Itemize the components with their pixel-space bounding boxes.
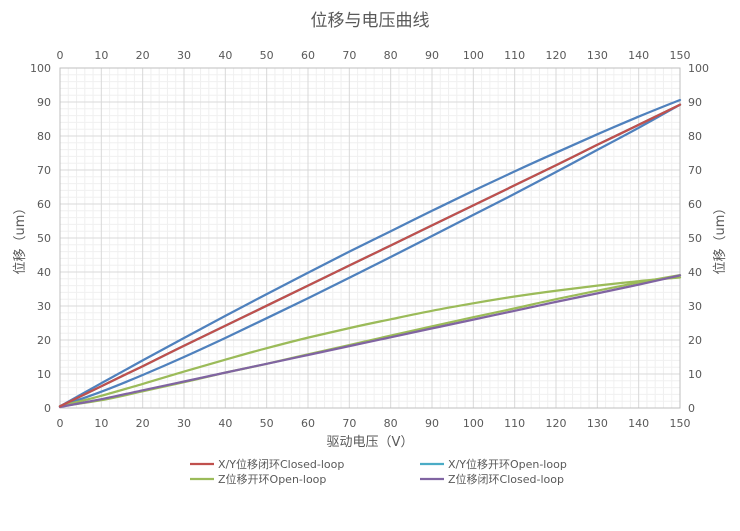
x-tick-label-top: 20 — [136, 49, 150, 62]
y-tick-label-right: 20 — [688, 334, 702, 347]
x-tick-label: 90 — [425, 417, 439, 430]
x-tick-label: 150 — [670, 417, 691, 430]
y-axis-left: 0 10 20 30 40 50 60 70 80 90 100 — [30, 62, 51, 415]
x-tick-label-top: 120 — [546, 49, 567, 62]
x-tick-label-top: 30 — [177, 49, 191, 62]
x-tick-label-top: 50 — [260, 49, 274, 62]
y-tick-label: 30 — [37, 300, 51, 313]
x-tick-label: 60 — [301, 417, 315, 430]
y-tick-label-right: 70 — [688, 164, 702, 177]
x-tick-label: 140 — [628, 417, 649, 430]
y-tick-label: 70 — [37, 164, 51, 177]
x-tick-label-top: 70 — [342, 49, 356, 62]
x-axis-label: 驱动电压（V） — [327, 435, 414, 450]
y-tick-label: 10 — [37, 368, 51, 381]
y-tick-label: 0 — [44, 402, 51, 415]
legend: X/Y位移闭环Closed-loop X/Y位移开环Open-loop Z位移开环O… — [190, 457, 567, 486]
x-tick-label: 100 — [463, 417, 484, 430]
chart-title: 位移与电压曲线 — [311, 11, 430, 31]
x-tick-label-top: 140 — [628, 49, 649, 62]
x-tick-label: 30 — [177, 417, 191, 430]
x-tick-label: 20 — [136, 417, 150, 430]
series-group — [58, 98, 682, 409]
x-tick-label: 50 — [260, 417, 274, 430]
y-tick-label: 50 — [37, 232, 51, 245]
x-axis-top: 0 10 20 30 40 50 60 70 80 90 100 110 120 130 140 150 — [57, 49, 691, 62]
y-tick-label-right: 80 — [688, 130, 702, 143]
legend-item-label: Z位移开环Open-loop — [218, 472, 326, 486]
series-line-3 — [58, 103, 682, 408]
x-tick-label-top: 150 — [670, 49, 691, 62]
y-tick-label: 40 — [37, 266, 51, 279]
plot-area — [59, 67, 681, 409]
x-tick-label-top: 110 — [504, 49, 525, 62]
x-tick-label: 130 — [587, 417, 608, 430]
y-tick-label: 100 — [30, 62, 51, 75]
series-line-6 — [58, 274, 682, 409]
series-line-4 — [58, 276, 682, 408]
series-line-2 — [58, 98, 682, 408]
x-tick-label-top: 100 — [463, 49, 484, 62]
x-tick-label-top: 0 — [57, 49, 64, 62]
x-tick-label-top: 90 — [425, 49, 439, 62]
x-tick-label-top: 40 — [218, 49, 232, 62]
x-tick-label: 120 — [546, 417, 567, 430]
y-tick-label: 80 — [37, 130, 51, 143]
y-tick-label-right: 50 — [688, 232, 702, 245]
y-tick-label-right: 0 — [688, 402, 695, 415]
x-tick-label: 10 — [94, 417, 108, 430]
legend-item-label: Z位移闭环Closed-loop — [448, 472, 564, 486]
y-tick-label-right: 100 — [688, 62, 709, 75]
x-tick-label-top: 10 — [94, 49, 108, 62]
x-tick-label: 70 — [342, 417, 356, 430]
x-tick-label: 40 — [218, 417, 232, 430]
y-axis-label-right: 位移（um） — [713, 202, 728, 275]
x-tick-label: 0 — [57, 417, 64, 430]
y-axis-right: 0 10 20 30 40 50 60 70 80 90 100 — [688, 62, 709, 415]
y-tick-label-right: 40 — [688, 266, 702, 279]
x-tick-label-top: 130 — [587, 49, 608, 62]
x-tick-label: 80 — [384, 417, 398, 430]
y-axis-label-left: 位移（um） — [13, 202, 28, 275]
y-tick-label-right: 90 — [688, 96, 702, 109]
x-axis-bottom: 0 10 20 30 40 50 60 70 80 90 100 110 120 130 140 150 — [57, 417, 691, 430]
series-line-0 — [58, 103, 682, 408]
legend-item-label: X/Y位移开环Open-loop — [448, 457, 567, 471]
y-tick-label: 90 — [37, 96, 51, 109]
y-tick-label: 60 — [37, 198, 51, 211]
grid — [59, 67, 681, 409]
x-tick-label: 110 — [504, 417, 525, 430]
y-tick-label: 20 — [37, 334, 51, 347]
legend-item-label: X/Y位移闭环Closed-loop — [218, 457, 344, 471]
y-tick-label-right: 60 — [688, 198, 702, 211]
x-tick-label-top: 80 — [384, 49, 398, 62]
x-tick-label-top: 60 — [301, 49, 315, 62]
y-tick-label-right: 30 — [688, 300, 702, 313]
y-tick-label-right: 10 — [688, 368, 702, 381]
